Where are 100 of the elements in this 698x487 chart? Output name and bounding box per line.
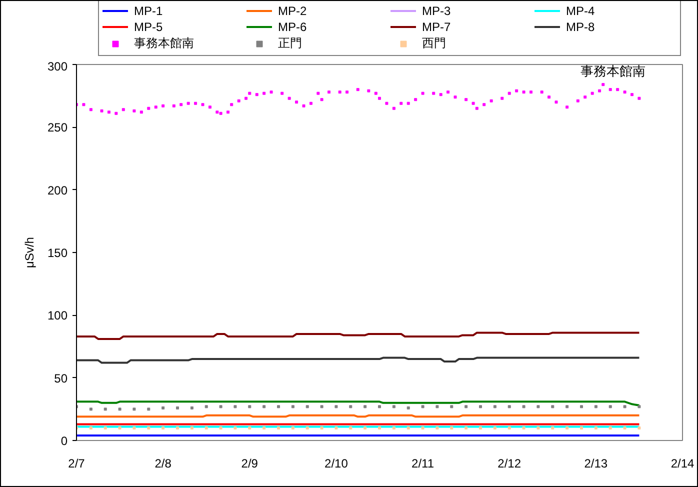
point xyxy=(580,405,583,408)
x-tick-label: 2/10 xyxy=(324,456,348,470)
point xyxy=(234,426,237,430)
point xyxy=(536,426,540,430)
point xyxy=(306,405,309,408)
point xyxy=(147,408,150,411)
point xyxy=(551,405,554,408)
legend-label: 西門 xyxy=(422,35,447,52)
point xyxy=(89,426,92,430)
point xyxy=(421,405,424,408)
point xyxy=(190,426,194,430)
y-tick-label: 50 xyxy=(54,371,68,386)
y-tick-label: 200 xyxy=(47,183,68,198)
x-tick-label: 2/13 xyxy=(584,456,608,470)
point xyxy=(118,426,122,430)
point xyxy=(320,405,324,408)
point xyxy=(450,426,454,430)
point xyxy=(608,426,612,430)
annotation: 事務本館南 xyxy=(580,63,646,78)
y-tick-label: 150 xyxy=(47,246,68,260)
legend-label: MP-7 xyxy=(422,19,452,34)
point xyxy=(147,426,150,430)
point xyxy=(623,426,626,430)
point xyxy=(176,406,179,410)
point xyxy=(638,405,641,408)
y-tick-label: 300 xyxy=(47,60,68,74)
legend-label: MP-5 xyxy=(134,19,164,34)
point xyxy=(392,405,396,408)
legend-label: MP-1 xyxy=(134,3,164,18)
point xyxy=(277,426,280,430)
legend-label: 正門 xyxy=(278,35,303,52)
point xyxy=(638,426,641,430)
point xyxy=(406,406,410,410)
y-tick-label: 250 xyxy=(47,120,68,135)
legend-label: MP-3 xyxy=(422,3,452,18)
point xyxy=(204,426,208,430)
point xyxy=(580,426,583,430)
point xyxy=(234,405,237,408)
point xyxy=(450,405,454,408)
point xyxy=(291,405,294,408)
point xyxy=(536,405,540,408)
legend-label: MP-8 xyxy=(566,19,596,34)
point xyxy=(162,406,165,410)
point xyxy=(378,405,381,408)
point xyxy=(551,426,554,430)
point xyxy=(594,426,598,430)
point xyxy=(436,405,439,408)
point xyxy=(406,426,410,430)
point xyxy=(608,405,612,408)
point xyxy=(132,426,136,430)
point xyxy=(306,426,309,430)
point xyxy=(508,426,511,430)
point xyxy=(464,426,468,430)
point xyxy=(320,426,324,430)
point xyxy=(162,426,165,430)
point xyxy=(349,405,352,408)
point xyxy=(190,406,194,410)
point xyxy=(479,405,482,408)
legend-label: MP-4 xyxy=(566,3,596,18)
point xyxy=(291,426,294,430)
point xyxy=(522,426,526,430)
x-tick-label: 2/9 xyxy=(241,456,258,470)
point xyxy=(566,405,569,408)
point xyxy=(349,426,352,430)
point xyxy=(204,405,208,408)
point xyxy=(104,408,107,411)
legend-label: 事務本館南 xyxy=(134,35,195,52)
point xyxy=(508,405,511,408)
point xyxy=(334,405,338,408)
point xyxy=(248,405,252,408)
point xyxy=(248,426,252,430)
point xyxy=(392,426,396,430)
point xyxy=(364,405,367,408)
point xyxy=(219,405,222,408)
point xyxy=(262,405,266,408)
x-tick-label: 2/7 xyxy=(68,456,86,470)
point xyxy=(493,426,496,430)
point xyxy=(594,405,598,408)
point xyxy=(118,408,122,411)
point xyxy=(479,426,482,430)
x-tick-label: 2/8 xyxy=(154,456,172,470)
point xyxy=(104,426,107,430)
legend-label: MP-2 xyxy=(278,3,308,18)
point xyxy=(436,426,439,430)
x-tick-label: 2/12 xyxy=(498,456,522,470)
point xyxy=(132,408,136,411)
point xyxy=(464,405,468,408)
point xyxy=(378,426,381,430)
point xyxy=(89,408,92,411)
point xyxy=(623,405,626,408)
point xyxy=(176,426,179,430)
point xyxy=(421,426,424,430)
point xyxy=(219,426,222,430)
point xyxy=(364,426,367,430)
legend-label: MP-6 xyxy=(278,19,308,34)
y-axis-title: μSv/h xyxy=(22,237,36,268)
y-tick-label: 100 xyxy=(47,308,68,323)
point xyxy=(522,405,526,408)
point xyxy=(262,426,266,430)
point xyxy=(493,405,496,408)
